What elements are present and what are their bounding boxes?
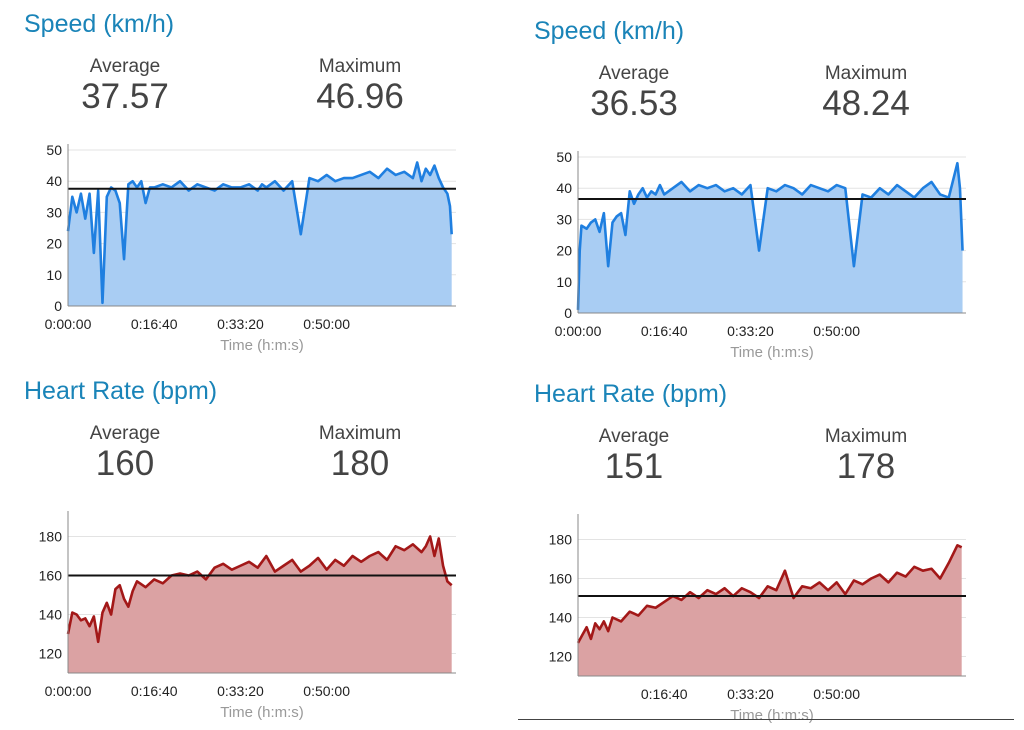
x-tick-label: 0:50:00 [813,686,860,702]
y-tick-label: 140 [549,610,573,626]
series-line [576,161,964,310]
x-axis-label: Time (h:m:s) [730,707,814,724]
y-tick-label: 50 [556,149,572,165]
maximum-value: 178 [836,447,896,486]
maximum-stat: Maximum 48.24 [781,63,951,124]
x-tick-label: 0:50:00 [303,316,350,332]
series-area [68,536,452,673]
series-area [578,545,962,676]
average-value: 160 [95,444,155,483]
maximum-label: Maximum [824,63,908,84]
maximum-value: 48.24 [822,84,910,123]
maximum-label: Maximum [318,56,402,77]
average-label: Average [89,423,161,444]
average-stat: Average 36.53 [549,63,719,124]
x-axis-label: Time (h:m:s) [220,337,304,354]
x-tick-label: 0:16:40 [131,683,178,699]
y-tick-label: 0 [564,305,572,321]
x-tick-label: 0:00:00 [555,323,602,339]
maximum-value: 46.96 [316,77,404,116]
average-value: 37.57 [81,77,169,116]
panel-title: Speed (km/h) [534,17,685,45]
x-tick-label: 0:33:20 [727,323,774,339]
average-stat: Average 37.57 [40,56,210,117]
x-tick-label: 0:16:40 [641,323,688,339]
y-tick-label: 160 [549,571,573,587]
y-tick-label: 120 [549,649,573,665]
heart-rate-panel-left: Heart Rate (bpm) Average 160 Maximum 180… [24,377,504,727]
x-tick-label: 0:33:20 [217,683,264,699]
heart-rate-chart-right: 120 140 160 180 0:16:40 0:33:20 0:50:00 Time (h… [549,514,966,724]
y-tick-label: 10 [46,267,62,283]
divider-line [518,719,1014,720]
x-tick-label: 0:33:20 [217,316,264,332]
y-tick-label: 180 [549,532,573,548]
x-tick-label: 0:50:00 [813,323,860,339]
y-tick-label: 30 [46,204,62,220]
average-value: 151 [604,447,664,486]
x-tick-label: 0:00:00 [45,316,92,332]
x-axis-label: Time (h:m:s) [220,704,304,721]
panel-title: Heart Rate (bpm) [534,380,728,408]
series-area [578,163,963,313]
speed-panel-left: Speed (km/h) Average 37.57 Maximum 46.96… [24,10,504,360]
y-tick-label: 180 [39,529,63,545]
average-label: Average [598,426,670,447]
x-axis-label: Time (h:m:s) [730,344,814,361]
maximum-value: 180 [330,444,390,483]
y-tick-label: 140 [39,607,63,623]
maximum-stat: Maximum 178 [781,426,951,487]
average-stat: Average 160 [40,423,210,484]
heart-rate-chart-left: 120 140 160 180 0:00:00 0:16:40 0:33:20 0:50:00… [39,511,456,721]
y-tick-label: 20 [46,236,62,252]
series-area [68,162,452,306]
maximum-stat: Maximum 180 [275,423,445,484]
maximum-label: Maximum [318,423,402,444]
average-label: Average [89,56,161,77]
x-tick-label: 0:16:40 [131,316,178,332]
heart-rate-panel-right: Heart Rate (bpm) Average 151 Maximum 178… [534,380,1014,730]
average-value: 36.53 [590,84,678,123]
y-tick-label: 0 [54,298,62,314]
maximum-label: Maximum [824,426,908,447]
speed-chart-right: 0 10 20 30 40 50 0:00:00 0:16:40 0:33:20 0:50:00 T… [555,149,966,361]
average-stat: Average 151 [549,426,719,487]
y-tick-label: 160 [39,568,63,584]
y-tick-label: 120 [39,646,63,662]
y-tick-label: 50 [46,142,62,158]
maximum-stat: Maximum 46.96 [275,56,445,117]
y-tick-label: 10 [556,274,572,290]
x-tick-label: 0:00:00 [45,683,92,699]
panel-title: Heart Rate (bpm) [24,377,218,405]
x-tick-label: 0:50:00 [303,683,350,699]
series-line [66,535,453,644]
y-tick-label: 40 [46,173,62,189]
y-tick-label: 20 [556,243,572,259]
average-label: Average [598,63,670,84]
x-tick-label: 0:33:20 [727,686,774,702]
speed-chart-left: 0 10 20 30 40 50 0:00:00 0:16:40 0:33:20 0:50:00 T… [45,142,456,354]
y-tick-label: 30 [556,211,572,227]
y-tick-label: 40 [556,180,572,196]
panel-title: Speed (km/h) [24,10,175,38]
speed-panel-right: Speed (km/h) Average 36.53 Maximum 48.24… [534,17,1014,367]
x-tick-label: 0:16:40 [641,686,688,702]
